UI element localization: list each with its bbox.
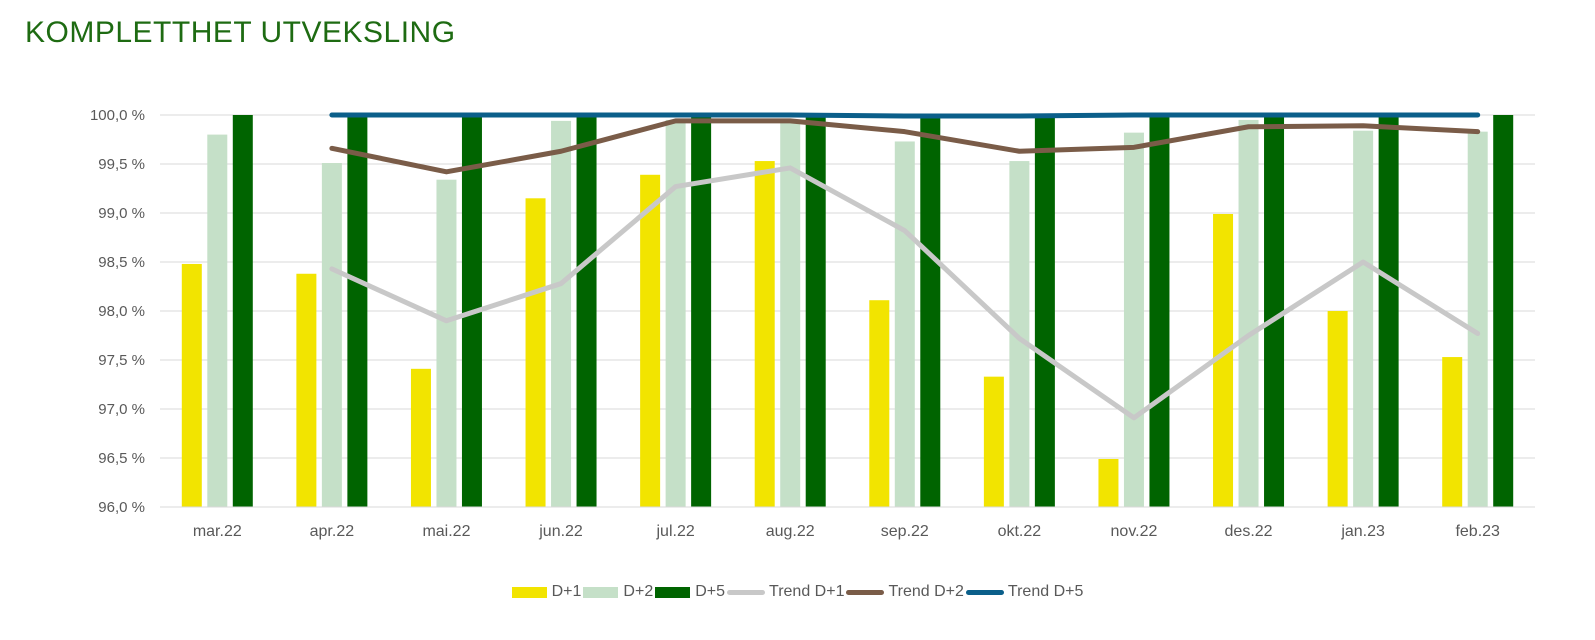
bar-D+5 xyxy=(805,115,826,507)
bar-D+2 xyxy=(207,134,228,507)
legend-label: Trend D+2 xyxy=(888,583,964,600)
y-tick-label: 99,0 % xyxy=(98,205,145,222)
legend-label: D+2 xyxy=(623,583,654,600)
bar-D+2 xyxy=(665,119,686,508)
bar-D+1 xyxy=(1213,213,1234,508)
legend-swatch xyxy=(727,589,766,595)
line-Trend D+2 xyxy=(329,118,1481,175)
bar-D+2 xyxy=(1238,119,1259,508)
x-tick-label: mar.22 xyxy=(193,523,242,540)
y-tick-label: 96,5 % xyxy=(98,450,145,467)
bar-D+1 xyxy=(525,198,546,508)
bar-D+5 xyxy=(232,115,253,507)
legend-label: Trend D+5 xyxy=(1007,583,1084,600)
legend-item: Trend D+1 xyxy=(727,583,844,601)
bar-D+2 xyxy=(436,179,457,507)
y-tick-label: 99,5 % xyxy=(98,156,145,173)
y-tick-label: 98,0 % xyxy=(98,303,145,320)
bar-D+1 xyxy=(869,300,890,507)
bar-D+1 xyxy=(181,263,202,507)
bar-D+5 xyxy=(1264,115,1285,507)
legend-label: D+5 xyxy=(695,583,726,600)
bar-D+5 xyxy=(576,115,597,507)
bar-D+1 xyxy=(1327,311,1348,507)
x-tick-label: jan.23 xyxy=(1340,523,1385,540)
legend-swatch xyxy=(511,586,547,598)
bar-D+2 xyxy=(321,163,342,507)
bar-D+1 xyxy=(983,376,1004,507)
y-tick-label: 97,5 % xyxy=(98,352,145,369)
bar-D+2 xyxy=(1009,161,1030,507)
legend-item: Trend D+5 xyxy=(965,583,1084,601)
bar-D+2 xyxy=(1123,132,1144,507)
x-tick-label: jul.22 xyxy=(656,523,695,540)
legend-item: D+5 xyxy=(655,583,725,601)
y-tick-label: 96,0 % xyxy=(98,499,145,516)
legend-swatch xyxy=(655,586,691,598)
x-tick-label: feb.23 xyxy=(1455,523,1500,540)
legend-label: Trend D+1 xyxy=(769,583,845,600)
bar-D+5 xyxy=(1493,115,1514,507)
bar-D+1 xyxy=(296,273,317,507)
bar-D+1 xyxy=(410,368,431,507)
x-tick-label: okt.22 xyxy=(998,523,1042,540)
x-tick-label: aug.22 xyxy=(766,523,815,540)
bar-D+2 xyxy=(780,121,801,508)
y-tick-label: 98,5 % xyxy=(98,254,145,271)
bar-D+5 xyxy=(1378,115,1399,507)
x-tick-label: sep.22 xyxy=(881,523,929,540)
legend-item: D+2 xyxy=(583,583,653,601)
bar-D+1 xyxy=(1442,357,1463,507)
x-tick-label: mai.22 xyxy=(422,523,470,540)
legend-item: Trend D+2 xyxy=(846,583,964,601)
bar-D+5 xyxy=(691,115,712,507)
chart-title: KOMPLETTHET UTVEKSLING xyxy=(25,16,456,49)
y-tick-label: 97,0 % xyxy=(98,401,145,418)
bar-D+1 xyxy=(754,161,775,507)
chart-legend: D+1 D+2 D+5 Trend D+1 Trend D+2 Trend D+5 xyxy=(0,583,1595,601)
legend-swatch xyxy=(583,586,619,598)
bar-D+5 xyxy=(920,115,941,507)
bar-D+2 xyxy=(551,120,572,507)
bar-D+5 xyxy=(1034,115,1055,507)
bar-D+2 xyxy=(1467,131,1488,507)
line-Trend D+5 xyxy=(329,112,1481,119)
bar-D+1 xyxy=(640,174,661,507)
bar-D+2 xyxy=(894,141,915,507)
x-tick-label: jun.22 xyxy=(538,523,583,540)
legend-label: D+1 xyxy=(551,583,582,600)
bar-D+2 xyxy=(1353,130,1374,507)
bar-D+5 xyxy=(347,115,368,507)
x-tick-label: nov.22 xyxy=(1111,523,1158,540)
x-tick-label: apr.22 xyxy=(310,523,355,540)
x-tick-label: des.22 xyxy=(1225,523,1273,540)
y-tick-label: 100,0 % xyxy=(90,107,145,124)
bar-D+1 xyxy=(1098,458,1119,507)
bar-D+5 xyxy=(1149,115,1170,507)
legend-swatch xyxy=(965,589,1004,595)
legend-swatch xyxy=(846,589,885,595)
line-Trend D+1 xyxy=(329,165,1481,421)
legend-item: D+1 xyxy=(511,583,582,601)
